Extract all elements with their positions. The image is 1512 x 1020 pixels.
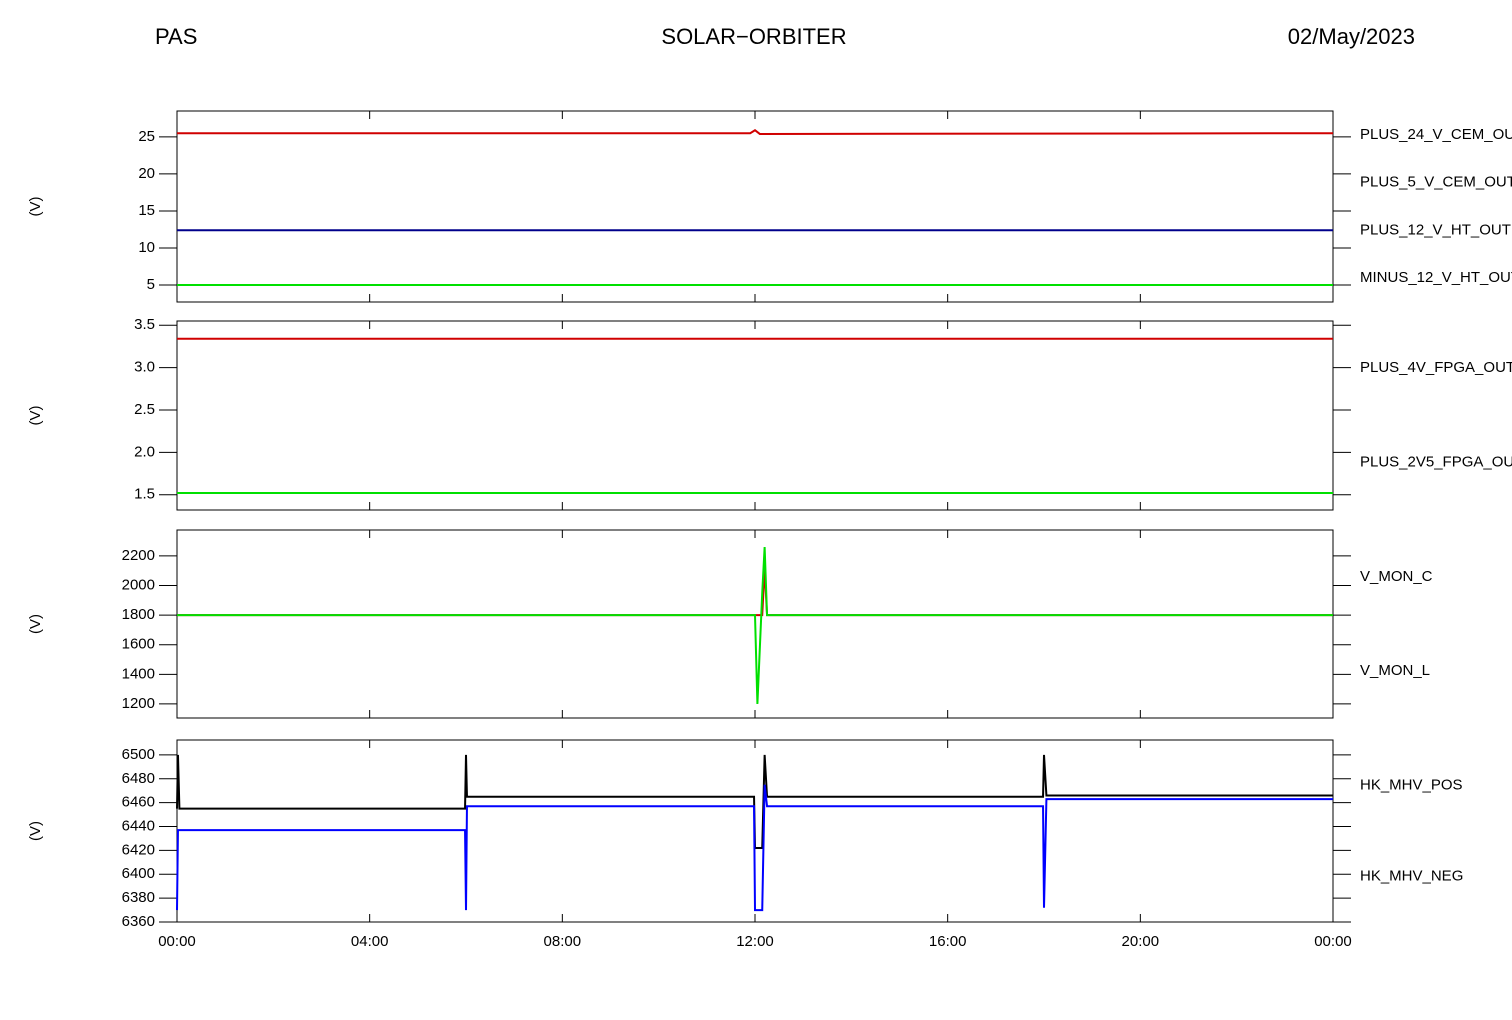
legend-label: PLUS_12_V_HT_OUT	[1360, 221, 1511, 238]
y-tick-label: 5	[147, 276, 155, 293]
legend-label: HK_MHV_POS	[1360, 776, 1463, 793]
y-tick-label: 3.0	[134, 359, 155, 376]
x-tick-label: 00:00	[158, 933, 196, 950]
x-tick-label: 08:00	[544, 933, 582, 950]
series-line	[177, 546, 1333, 704]
x-tick-label: 00:00	[1314, 933, 1352, 950]
x-tick-label: 20:00	[1122, 933, 1160, 950]
y-tick-label: 1.5	[134, 486, 155, 503]
y-tick-label: 6400	[122, 865, 155, 882]
y-tick-label: 25	[138, 128, 155, 145]
header-date: 02/May/2023	[1288, 24, 1415, 49]
series-line	[177, 567, 1333, 617]
y-axis-label: (V)	[27, 614, 44, 634]
plot-frame	[176, 320, 1334, 511]
header-left: PAS	[155, 24, 197, 49]
y-tick-label: 2.0	[134, 443, 155, 460]
y-tick-label: 6420	[122, 841, 155, 858]
x-tick-label: 12:00	[736, 933, 774, 950]
legend-label: HK_MHV_NEG	[1360, 867, 1463, 884]
y-tick-label: 1400	[122, 665, 155, 682]
x-tick-label: 16:00	[929, 933, 967, 950]
y-axis-label: (V)	[27, 821, 44, 841]
x-tick-label: 04:00	[351, 933, 389, 950]
header-title: SOLAR−ORBITER	[661, 24, 846, 49]
series-line	[176, 784, 1333, 912]
legend-label: PLUS_4V_FPGA_OUT	[1360, 359, 1512, 376]
y-axis-label: (V)	[27, 406, 44, 426]
legend-label: V_MON_L	[1360, 662, 1430, 679]
y-tick-label: 6440	[122, 817, 155, 834]
y-tick-label: 3.5	[134, 316, 155, 333]
y-tick-label: 2.5	[134, 401, 155, 418]
y-tick-label: 1600	[122, 636, 155, 653]
y-tick-label: 6460	[122, 794, 155, 811]
y-tick-label: 6380	[122, 889, 155, 906]
y-tick-label: 2000	[122, 576, 155, 593]
y-tick-label: 6480	[122, 770, 155, 787]
y-tick-label: 6360	[122, 913, 155, 930]
y-tick-label: 10	[138, 239, 155, 256]
y-tick-label: 1200	[122, 695, 155, 712]
y-tick-label: 1800	[122, 606, 155, 623]
legend-label: PLUS_24_V_CEM_OUT	[1360, 126, 1512, 143]
y-tick-label: 6500	[122, 746, 155, 763]
y-tick-label: 2200	[122, 547, 155, 564]
y-tick-label: 20	[138, 165, 155, 182]
legend-label: MINUS_12_V_HT_OUT	[1360, 269, 1512, 286]
legend-label: PLUS_2V5_FPGA_OUT	[1360, 454, 1512, 471]
legend-label: V_MON_C	[1360, 568, 1433, 585]
y-tick-label: 15	[138, 202, 155, 219]
plot-frame	[176, 110, 1334, 303]
y-axis-label: (V)	[27, 197, 44, 217]
series-line	[177, 129, 1334, 135]
legend-label: PLUS_5_V_CEM_OUT	[1360, 174, 1512, 191]
